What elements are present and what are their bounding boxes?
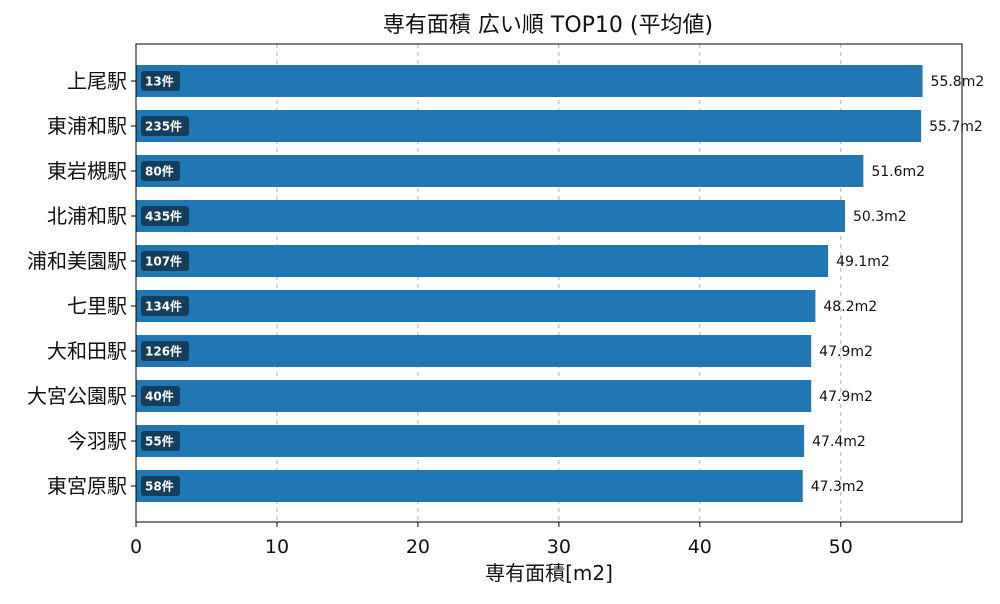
bar	[136, 200, 846, 232]
x-tick-label: 40	[688, 536, 712, 558]
count-badge	[141, 206, 189, 226]
plot-area-frame	[135, 43, 963, 523]
bar	[136, 245, 829, 277]
value-label: 49.1m2	[836, 254, 890, 270]
value-label: 55.7m2	[929, 119, 983, 135]
value-label: 51.6m2	[871, 164, 925, 180]
y-tick-label: 東宮原駅	[47, 474, 127, 498]
count-badge	[141, 251, 189, 271]
x-axis-label: 専有面積[m2]	[485, 561, 613, 585]
count-badge	[141, 296, 189, 316]
x-tick-label: 0	[130, 536, 142, 558]
count-badge	[141, 476, 180, 496]
count-label: 40件	[145, 389, 174, 404]
bar	[136, 155, 864, 187]
y-tick-label: 浦和美園駅	[27, 249, 127, 273]
count-label: 126件	[145, 344, 182, 359]
y-tick-label: 東岩槻駅	[47, 159, 127, 183]
value-label: 47.4m2	[812, 434, 866, 450]
bar	[136, 380, 812, 412]
count-label: 13件	[145, 74, 174, 89]
x-tick-label: 20	[406, 536, 430, 558]
value-label: 50.3m2	[853, 209, 907, 225]
y-tick-label: 七里駅	[67, 294, 127, 318]
y-tick-label: 大宮公園駅	[27, 384, 127, 408]
count-label: 235件	[145, 119, 182, 134]
count-badge	[141, 71, 180, 91]
value-label: 47.9m2	[819, 344, 873, 360]
x-axis-ticks: 0 10 20 30 40 50	[130, 522, 853, 558]
bar	[136, 65, 923, 97]
y-tick-label: 大和田駅	[47, 339, 127, 363]
y-tick-label: 今羽駅	[67, 429, 127, 453]
count-badge	[141, 341, 189, 361]
x-tick-label: 30	[547, 536, 571, 558]
bar	[136, 470, 803, 502]
count-badge	[141, 386, 180, 406]
value-label: 48.2m2	[823, 299, 877, 315]
count-label: 58件	[145, 479, 174, 494]
count-badge	[141, 161, 180, 181]
bars: 13件 55.8m2 235件 55.7m2 80件 51.6m2 435件 50.3m2 10…	[136, 65, 984, 502]
y-tick-label: 北浦和駅	[47, 204, 127, 228]
count-label: 80件	[145, 164, 174, 179]
count-label: 435件	[145, 209, 182, 224]
bar	[136, 290, 816, 322]
value-label: 55.8m2	[931, 74, 985, 90]
bar	[136, 110, 922, 142]
chart-title: 専有面積 広い順 TOP10 (平均値)	[383, 13, 713, 38]
x-tick-label: 10	[265, 536, 289, 558]
value-label: 47.3m2	[811, 479, 865, 495]
count-badge	[141, 116, 189, 136]
x-tick-label: 50	[829, 536, 853, 558]
count-label: 55件	[145, 434, 174, 449]
count-label: 134件	[145, 299, 182, 314]
value-label: 47.9m2	[819, 389, 873, 405]
bar	[136, 425, 805, 457]
bar	[136, 335, 812, 367]
count-label: 107件	[145, 254, 182, 269]
count-badge	[141, 431, 180, 451]
y-tick-label: 上尾駅	[67, 69, 127, 93]
y-tick-label: 東浦和駅	[47, 114, 127, 138]
